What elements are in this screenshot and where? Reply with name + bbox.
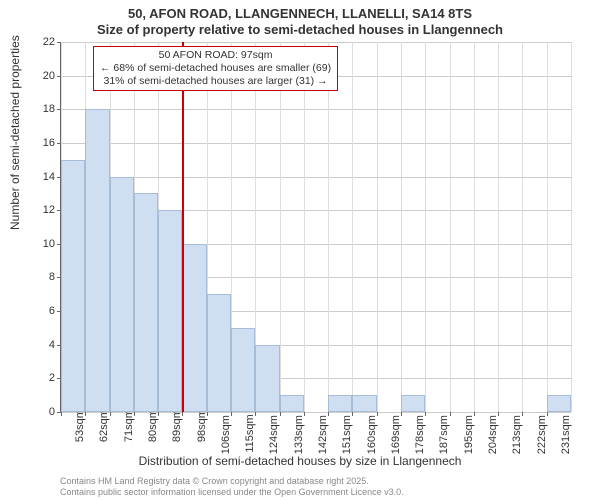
y-tick-label: 12 bbox=[43, 204, 55, 216]
histogram-bar bbox=[280, 395, 304, 412]
histogram-bar bbox=[85, 109, 109, 412]
histogram-bar bbox=[61, 160, 85, 412]
y-tick-label: 16 bbox=[43, 137, 55, 149]
plot-area: 024681012141618202253sqm62sqm71sqm80sqm8… bbox=[60, 42, 571, 413]
chart-footer: Contains HM Land Registry data © Crown c… bbox=[60, 476, 404, 498]
gridline-h bbox=[61, 177, 571, 178]
histogram-bar bbox=[207, 294, 231, 412]
gridline-v bbox=[377, 42, 378, 412]
y-axis-label: Number of semi-detached properties bbox=[8, 35, 22, 230]
histogram-bar bbox=[401, 395, 425, 412]
x-tick-label: 213sqm bbox=[514, 376, 526, 416]
y-tick-label: 10 bbox=[43, 238, 55, 250]
footer-line-2: Contains public sector information licen… bbox=[60, 487, 404, 498]
annotation-line: 31% of semi-detached houses are larger (… bbox=[100, 75, 331, 88]
y-tick-label: 0 bbox=[49, 406, 55, 418]
gridline-v bbox=[352, 42, 353, 412]
chart-container: 50, AFON ROAD, LLANGENNECH, LLANELLI, SA… bbox=[0, 0, 600, 500]
y-tick-label: 18 bbox=[43, 103, 55, 115]
gridline-v bbox=[425, 42, 426, 412]
gridline-h bbox=[61, 42, 571, 43]
y-tick-label: 14 bbox=[43, 171, 55, 183]
x-tick-label: 204sqm bbox=[490, 376, 502, 416]
footer-line-1: Contains HM Land Registry data © Crown c… bbox=[60, 476, 404, 487]
histogram-bar bbox=[231, 328, 255, 412]
histogram-bar bbox=[110, 177, 134, 412]
y-tick-label: 2 bbox=[49, 372, 55, 384]
gridline-v bbox=[401, 42, 402, 412]
gridline-v bbox=[280, 42, 281, 412]
gridline-v bbox=[450, 42, 451, 412]
annotation-line: 50 AFON ROAD: 97sqm bbox=[100, 49, 331, 62]
histogram-bar bbox=[547, 395, 571, 412]
gridline-v bbox=[522, 42, 523, 412]
histogram-bar bbox=[255, 345, 279, 412]
histogram-bar bbox=[182, 244, 206, 412]
reference-line bbox=[182, 42, 184, 412]
annotation-box: 50 AFON ROAD: 97sqm← 68% of semi-detache… bbox=[93, 46, 338, 91]
x-tick-label: 187sqm bbox=[441, 376, 453, 416]
y-tick-label: 4 bbox=[49, 339, 55, 351]
histogram-bar bbox=[134, 193, 158, 412]
histogram-bar bbox=[328, 395, 352, 412]
gridline-h bbox=[61, 109, 571, 110]
y-tick-label: 8 bbox=[49, 271, 55, 283]
chart-title-main: 50, AFON ROAD, LLANGENNECH, LLANELLI, SA… bbox=[0, 0, 600, 21]
y-tick-label: 6 bbox=[49, 305, 55, 317]
gridline-v bbox=[328, 42, 329, 412]
histogram-bar bbox=[158, 210, 182, 412]
annotation-line: ← 68% of semi-detached houses are smalle… bbox=[100, 62, 331, 75]
y-tick-label: 20 bbox=[43, 70, 55, 82]
y-tick-label: 22 bbox=[43, 36, 55, 48]
chart-title-sub: Size of property relative to semi-detach… bbox=[0, 22, 600, 37]
gridline-h bbox=[61, 143, 571, 144]
gridline-v bbox=[304, 42, 305, 412]
histogram-bar bbox=[352, 395, 376, 412]
x-axis-label: Distribution of semi-detached houses by … bbox=[0, 454, 600, 468]
gridline-v bbox=[498, 42, 499, 412]
gridline-v bbox=[474, 42, 475, 412]
x-tick-label: 195sqm bbox=[466, 376, 478, 416]
gridline-v bbox=[547, 42, 548, 412]
